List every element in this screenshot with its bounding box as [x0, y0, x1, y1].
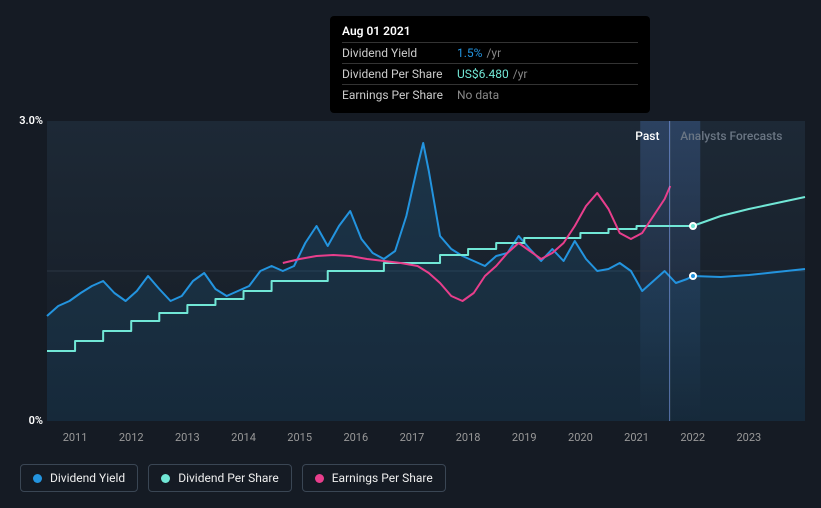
x-axis-label: 2017: [400, 431, 425, 444]
x-axis-label: 2011: [63, 431, 88, 444]
tooltip-date: Aug 01 2021: [342, 24, 638, 38]
cursor-line: [669, 121, 670, 421]
x-axis-label: 2013: [175, 431, 200, 444]
tooltip-row: Dividend Yield1.5%/yr: [342, 42, 638, 63]
section-label-forecast: Analysts Forecasts: [680, 129, 782, 143]
chart-tooltip: Aug 01 2021 Dividend Yield1.5%/yrDividen…: [330, 16, 650, 113]
x-axis-label: 2020: [568, 431, 593, 444]
x-axis-label: 2022: [680, 431, 705, 444]
tooltip-row: Earnings Per ShareNo data: [342, 84, 638, 105]
legend-label: Dividend Per Share: [178, 471, 279, 485]
legend: Dividend Yield Dividend Per Share Earnings…: [20, 464, 446, 492]
x-axis-label: 2019: [512, 431, 537, 444]
legend-dot-icon: [315, 474, 324, 483]
y-axis-label: 0%: [29, 414, 43, 427]
tooltip-label: Earnings Per Share: [342, 88, 457, 102]
section-label-past: Past: [635, 129, 659, 143]
x-axis-label: 2023: [736, 431, 761, 444]
x-axis-label: 2016: [343, 431, 368, 444]
y-axis-label: 3.0%: [19, 114, 43, 127]
x-axis-label: 2015: [287, 431, 312, 444]
tooltip-label: Dividend Per Share: [342, 67, 457, 81]
legend-dot-icon: [161, 474, 170, 483]
x-axis-label: 2021: [624, 431, 649, 444]
legend-label: Dividend Yield: [50, 471, 125, 485]
legend-item[interactable]: Dividend Yield: [20, 464, 138, 492]
tooltip-value: 1.5%/yr: [457, 46, 501, 60]
tooltip-unit: /yr: [513, 67, 528, 81]
legend-label: Earnings Per Share: [332, 471, 433, 485]
tooltip-label: Dividend Yield: [342, 46, 457, 60]
legend-item[interactable]: Dividend Per Share: [148, 464, 292, 492]
tooltip-unit: /yr: [486, 46, 501, 60]
x-axis-label: 2014: [231, 431, 256, 444]
tooltip-row: Dividend Per ShareUS$6.480/yr: [342, 63, 638, 84]
tooltip-value: No data: [457, 88, 503, 102]
series-marker: [689, 222, 697, 230]
tooltip-rows: Dividend Yield1.5%/yrDividend Per ShareU…: [342, 42, 638, 105]
legend-item[interactable]: Earnings Per Share: [302, 464, 446, 492]
x-axis-label: 2018: [456, 431, 481, 444]
tooltip-value: US$6.480/yr: [457, 67, 528, 81]
x-axis-label: 2012: [119, 431, 144, 444]
series-marker: [689, 272, 697, 280]
legend-dot-icon: [33, 474, 42, 483]
